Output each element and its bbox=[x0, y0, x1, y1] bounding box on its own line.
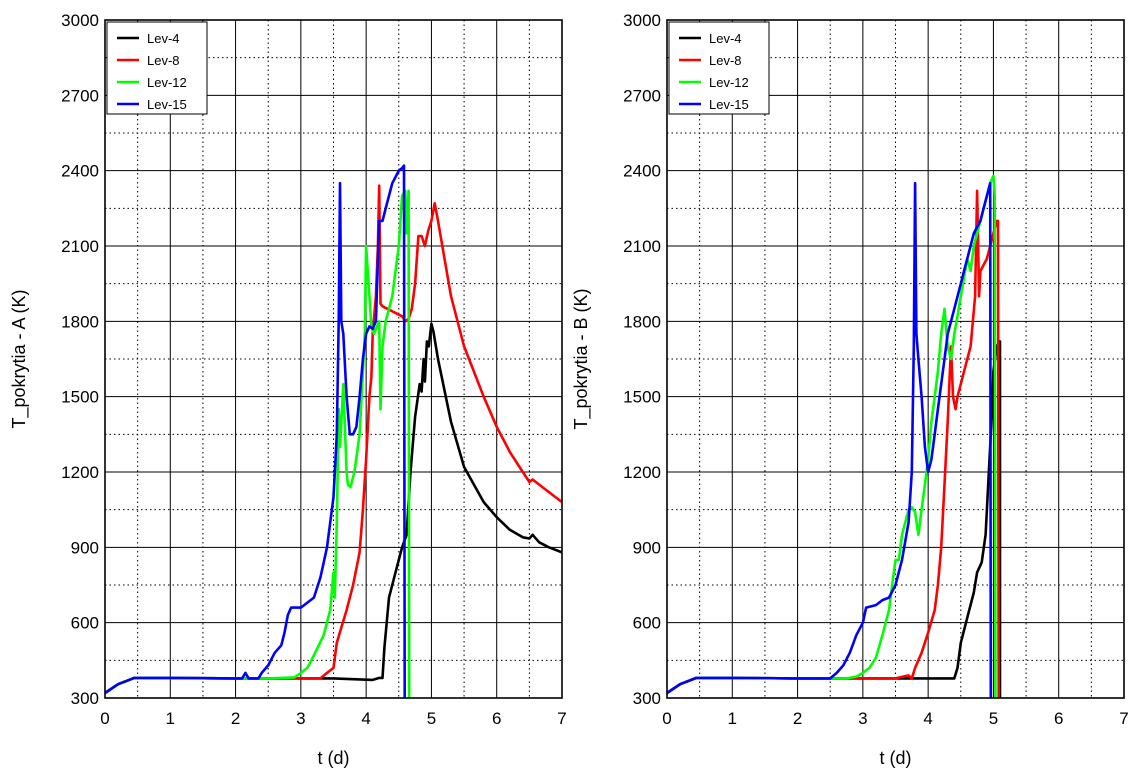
legend-label: Lev-8 bbox=[147, 53, 180, 68]
x-tick-label: 0 bbox=[662, 709, 671, 728]
x-tick-label: 1 bbox=[728, 709, 737, 728]
x-tick-label: 7 bbox=[557, 709, 566, 728]
x-tick-label: 2 bbox=[231, 709, 240, 728]
x-tick-label: 5 bbox=[989, 709, 998, 728]
x-tick-label: 6 bbox=[1054, 709, 1063, 728]
plot-frame bbox=[666, 19, 1125, 699]
legend-label: Lev-12 bbox=[709, 75, 749, 90]
y-tick-label: 300 bbox=[633, 689, 661, 708]
legend-label: Lev-12 bbox=[147, 75, 187, 90]
y-tick-label: 2700 bbox=[623, 86, 661, 105]
y-tick-label: 1800 bbox=[61, 312, 99, 331]
x-tick-label: 6 bbox=[492, 709, 501, 728]
series-line-lev-15 bbox=[667, 181, 993, 698]
x-tick-label: 2 bbox=[793, 709, 802, 728]
y-tick-label: 2400 bbox=[61, 162, 99, 181]
y-tick-label: 1200 bbox=[623, 463, 661, 482]
chart-panel-b: 0 1 2 3 4 5 6 7 300 600 900 1200 1500 1800 2100 2400 270… bbox=[571, 11, 1129, 768]
legend-label: Lev-8 bbox=[709, 53, 742, 68]
y-tick-label: 2700 bbox=[61, 86, 99, 105]
y-tick-label: 300 bbox=[71, 689, 99, 708]
legend-label: Lev-15 bbox=[147, 97, 187, 112]
legend-label: Lev-4 bbox=[709, 31, 742, 46]
y-tick-label: 1800 bbox=[623, 312, 661, 331]
legend-label: Lev-4 bbox=[147, 31, 180, 46]
x-axis-label: t (d) bbox=[317, 748, 349, 768]
series-line-lev-12 bbox=[105, 189, 411, 698]
chart-panel-a: 0 1 2 3 4 5 6 7 300 600 900 1200 1500 1800 2100 2400 270… bbox=[9, 11, 567, 768]
y-tick-label: 3000 bbox=[61, 11, 99, 30]
y-tick-label: 3000 bbox=[623, 11, 661, 30]
series-line-lev-12 bbox=[667, 174, 997, 698]
x-tick-label: 4 bbox=[923, 709, 932, 728]
y-tick-label: 900 bbox=[633, 538, 661, 557]
x-axis-label: t (d) bbox=[879, 748, 911, 768]
legend: Lev-4 Lev-8 Lev-12 Lev-15 bbox=[106, 21, 208, 115]
y-tick-label: 600 bbox=[633, 614, 661, 633]
legend-label: Lev-15 bbox=[709, 97, 749, 112]
x-tick-label: 7 bbox=[1119, 709, 1128, 728]
y-tick-label: 1500 bbox=[623, 388, 661, 407]
y-tick-label: 1500 bbox=[61, 388, 99, 407]
y-tick-label: 2400 bbox=[623, 162, 661, 181]
x-tick-label: 4 bbox=[361, 709, 370, 728]
y-tick-label: 900 bbox=[71, 538, 99, 557]
y-tick-label: 2100 bbox=[61, 237, 99, 256]
y-axis-label: T_pokrytia - A (K) bbox=[9, 289, 30, 428]
y-axis-label: T_pokrytia - B (K) bbox=[571, 288, 592, 429]
y-tick-label: 1200 bbox=[61, 463, 99, 482]
legend: Lev-4 Lev-8 Lev-12 Lev-15 bbox=[668, 21, 770, 115]
x-tick-label: 0 bbox=[100, 709, 109, 728]
y-tick-label: 600 bbox=[71, 614, 99, 633]
series-line-lev-8 bbox=[105, 184, 562, 695]
x-tick-label: 3 bbox=[858, 709, 867, 728]
x-tick-label: 1 bbox=[166, 709, 175, 728]
series-line-lev-15 bbox=[105, 164, 406, 698]
plot-frame bbox=[104, 19, 563, 699]
series-line-lev-8 bbox=[667, 189, 1000, 698]
y-tick-label: 2100 bbox=[623, 237, 661, 256]
x-tick-label: 5 bbox=[427, 709, 436, 728]
x-tick-label: 3 bbox=[296, 709, 305, 728]
